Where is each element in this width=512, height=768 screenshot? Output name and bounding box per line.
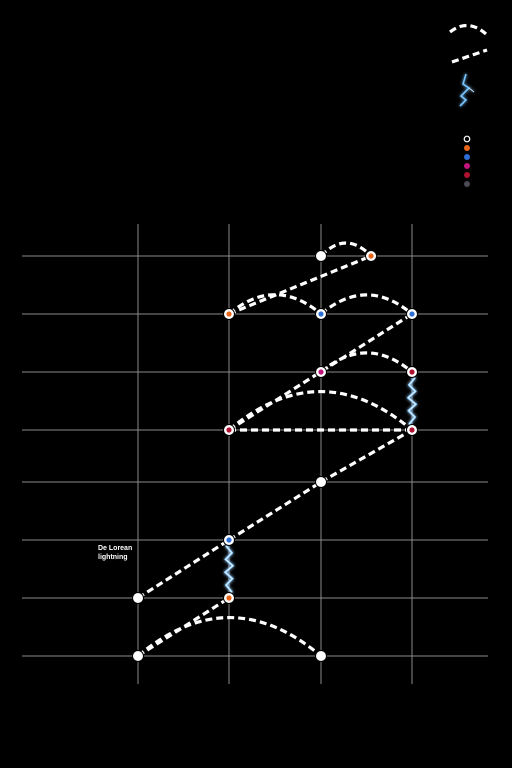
annotation-label: De Lorean lightning <box>98 545 133 561</box>
lightning-bolt <box>223 539 235 599</box>
path-arc <box>319 241 373 258</box>
node-dot <box>226 427 232 433</box>
path-arc <box>319 351 414 374</box>
node-dot <box>318 311 324 317</box>
path-arc <box>227 293 323 316</box>
node-dot <box>368 253 374 259</box>
path-node <box>223 308 235 320</box>
path-arc <box>319 293 414 316</box>
node-dot <box>226 311 232 317</box>
legend-swatch <box>464 181 470 187</box>
lightning-core <box>407 371 417 431</box>
path-nodes <box>132 250 418 662</box>
node-dot <box>409 311 415 317</box>
node-ring <box>315 476 327 488</box>
legend-swatches <box>463 135 471 187</box>
grid <box>22 224 488 684</box>
dashed-arc-icon <box>449 23 488 64</box>
path-node <box>223 592 235 604</box>
path-node <box>406 308 418 320</box>
path-link <box>137 538 230 600</box>
path-node <box>365 250 378 262</box>
lightning-core <box>224 539 234 599</box>
path-node <box>315 366 327 378</box>
path-node <box>315 650 327 662</box>
path-link <box>228 312 413 432</box>
path-link <box>228 480 322 542</box>
path-node <box>132 650 144 662</box>
path-link <box>137 596 230 658</box>
node-dot <box>318 369 324 375</box>
node-ring <box>132 650 144 662</box>
path-node <box>315 308 327 320</box>
node-ring <box>315 650 327 662</box>
path-node <box>406 424 418 436</box>
node-dot <box>226 537 232 543</box>
node-dot <box>409 427 415 433</box>
lightning-bolts <box>223 371 418 599</box>
path-links <box>136 241 414 658</box>
path-arc <box>136 616 323 658</box>
path-node <box>223 424 235 436</box>
lightning-bolt <box>406 371 418 431</box>
path-link <box>320 428 413 484</box>
path-node <box>315 250 327 262</box>
node-dot <box>409 369 415 375</box>
path-node <box>132 592 144 604</box>
node-ring <box>315 250 327 262</box>
path-link <box>228 254 372 316</box>
legend-swatch <box>463 135 471 143</box>
legend-swatch <box>464 163 470 169</box>
path-node <box>315 476 327 488</box>
node-dot <box>226 595 232 601</box>
path-node <box>406 366 418 378</box>
legend-swatch <box>464 154 470 160</box>
path-arc <box>227 390 414 432</box>
node-ring <box>132 592 144 604</box>
path-node <box>223 534 235 546</box>
legend-swatch <box>464 172 470 178</box>
lightning-icon <box>459 73 475 107</box>
legend-swatch <box>464 145 470 151</box>
